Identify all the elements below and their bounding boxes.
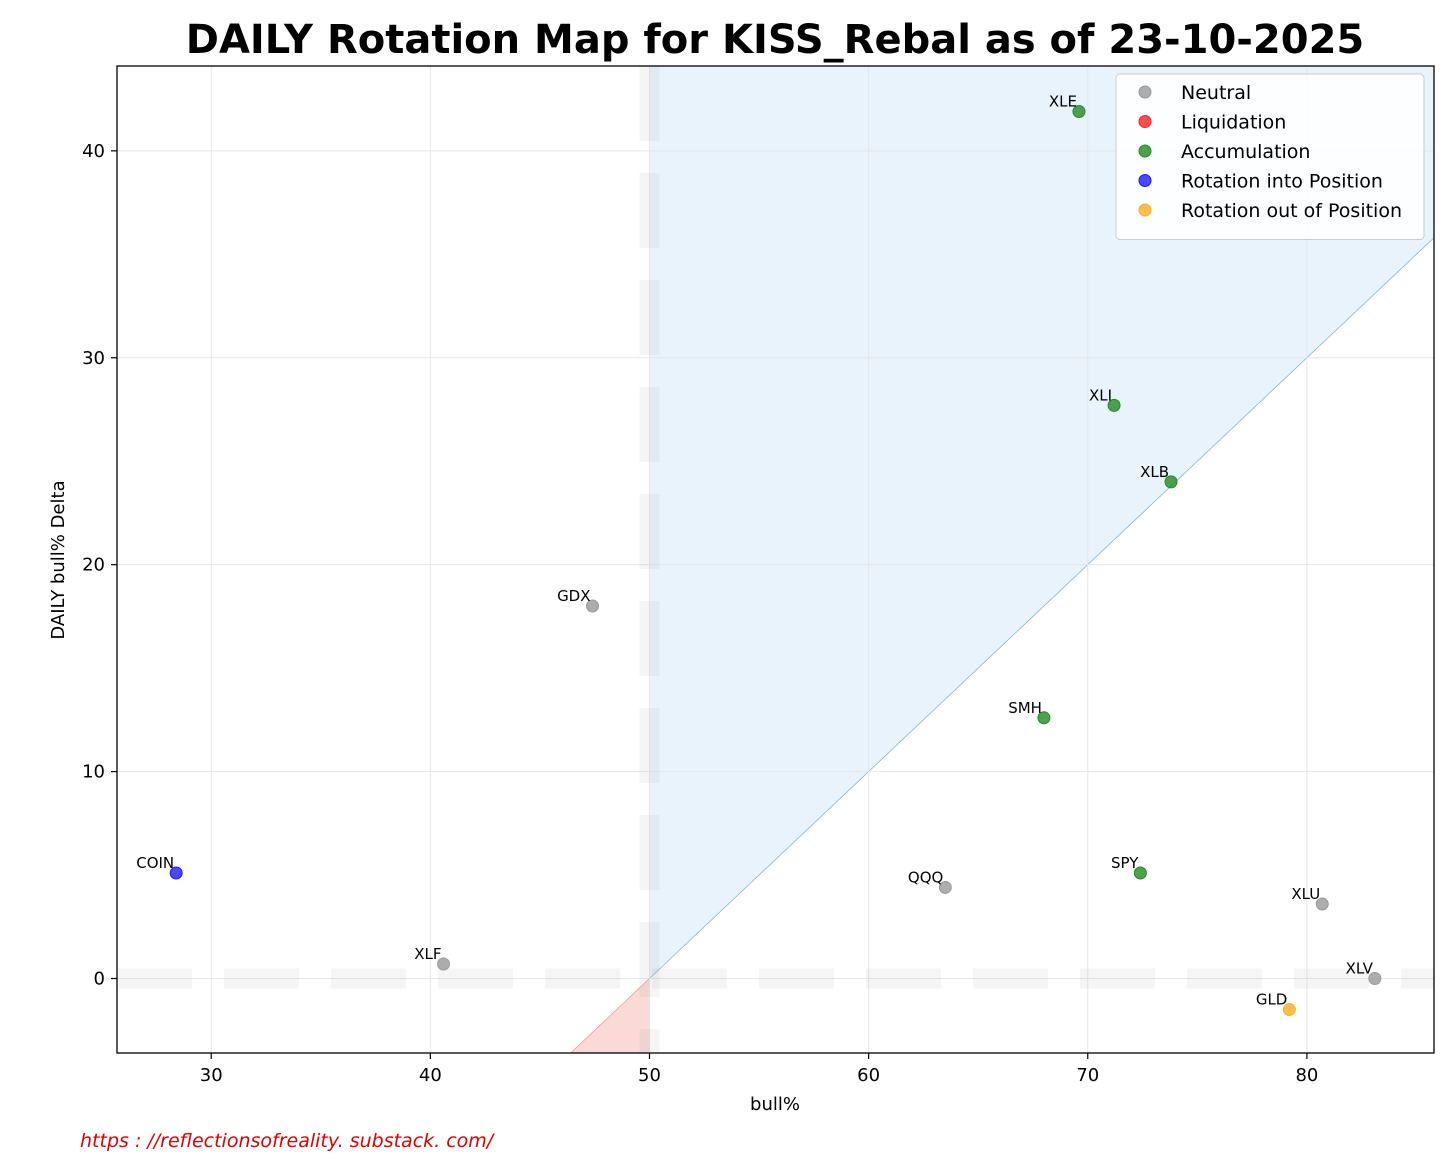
point-label: QQQ <box>908 868 943 886</box>
data-point-xlv: XLV <box>1346 960 1382 986</box>
point-marker <box>586 599 600 613</box>
point-marker <box>938 880 952 894</box>
point-marker <box>1037 711 1051 725</box>
reference-lines <box>117 66 1434 1053</box>
x-tick-label: 30 <box>200 1065 223 1086</box>
point-label: SPY <box>1111 854 1139 872</box>
legend-label: Neutral <box>1181 82 1251 104</box>
data-point-smh: SMH <box>1008 699 1051 725</box>
point-marker <box>1164 475 1178 489</box>
accumulation-zone <box>649 66 1434 979</box>
legend-marker <box>1138 174 1152 187</box>
zone-regions <box>570 66 1434 1053</box>
point-label: SMH <box>1008 699 1042 717</box>
data-point-gld: GLD <box>1256 991 1296 1017</box>
x-axis-label: bull% <box>750 1094 800 1115</box>
legend-entry-rotation-into-position: Rotation into Position <box>1138 171 1383 193</box>
point-label: GDX <box>557 587 590 605</box>
legend-entry-liquidation: Liquidation <box>1138 112 1286 134</box>
point-label: XLU <box>1291 885 1320 903</box>
point-marker <box>1315 897 1329 911</box>
point-label: XLE <box>1049 93 1077 111</box>
footer-url[interactable]: https : //reflectionsofreality. substack… <box>80 1130 496 1152</box>
point-marker <box>169 866 183 880</box>
legend-marker <box>1138 115 1152 128</box>
y-tick-label: 20 <box>82 555 105 576</box>
diagonal-line <box>649 237 1434 979</box>
legend-marker <box>1138 203 1152 217</box>
legend-label: Rotation into Position <box>1181 171 1383 193</box>
plot-border <box>116 65 1435 1054</box>
data-point-spy: SPY <box>1111 854 1147 880</box>
y-tick-label: 10 <box>82 762 105 783</box>
x-tick-label: 70 <box>1076 1065 1099 1086</box>
diagonal-line-lower <box>570 978 650 1053</box>
data-point-xlb: XLB <box>1140 463 1178 489</box>
legend-box <box>1115 73 1425 240</box>
data-point-xlf: XLF <box>414 945 451 971</box>
point-label: XLF <box>414 945 441 963</box>
point-marker <box>437 957 451 971</box>
x-tick-label: 50 <box>638 1065 661 1086</box>
x-tick-label: 80 <box>1295 1065 1318 1086</box>
x-axis-ticks: 30 40 50 60 70 80 <box>200 1053 1318 1086</box>
legend: Neutral Liquidation Accumulation Rotation i… <box>1115 73 1425 240</box>
x-tick-label: 40 <box>419 1065 442 1086</box>
point-marker <box>1072 105 1086 119</box>
data-point-xlu: XLU <box>1291 885 1329 911</box>
point-label: XLI <box>1089 386 1112 404</box>
data-point-qqq: QQQ <box>908 868 952 894</box>
point-label: XLB <box>1140 463 1169 481</box>
point-marker <box>1133 866 1147 880</box>
legend-entry-rotation-out-of-position: Rotation out of Position <box>1138 200 1402 222</box>
legend-marker <box>1138 85 1152 99</box>
legend-marker <box>1138 144 1152 158</box>
y-tick-label: 0 <box>94 969 105 990</box>
y-tick-label: 30 <box>82 348 105 369</box>
point-label: GLD <box>1256 991 1288 1009</box>
point-label: XLV <box>1346 960 1374 978</box>
data-point-xli: XLI <box>1089 386 1121 412</box>
data-points: XLE XLI XLB GDX SMH COIN QQQ SPY XLU XLF XLV GLD <box>136 93 1382 1017</box>
data-point-coin: COIN <box>136 854 183 880</box>
data-point-xle: XLE <box>1049 93 1086 119</box>
point-label: COIN <box>136 854 174 872</box>
data-point-gdx: GDX <box>557 587 600 613</box>
chart-title: DAILY Rotation Map for KISS_Rebal as of … <box>186 17 1364 63</box>
legend-entry-neutral: Neutral <box>1138 82 1251 104</box>
y-tick-label: 40 <box>82 141 105 162</box>
legend-label: Rotation out of Position <box>1181 200 1402 222</box>
plot-frame <box>116 65 1435 1054</box>
y-axis-label: DAILY bull% Delta <box>48 480 69 639</box>
point-marker <box>1282 1003 1296 1017</box>
x-tick-label: 60 <box>857 1065 880 1086</box>
point-marker <box>1107 398 1121 412</box>
legend-label: Liquidation <box>1181 112 1286 134</box>
legend-label: Accumulation <box>1181 141 1310 163</box>
legend-entry-accumulation: Accumulation <box>1138 141 1310 163</box>
point-marker <box>1368 972 1382 986</box>
y-axis-ticks: 0 10 20 30 40 <box>82 141 117 990</box>
